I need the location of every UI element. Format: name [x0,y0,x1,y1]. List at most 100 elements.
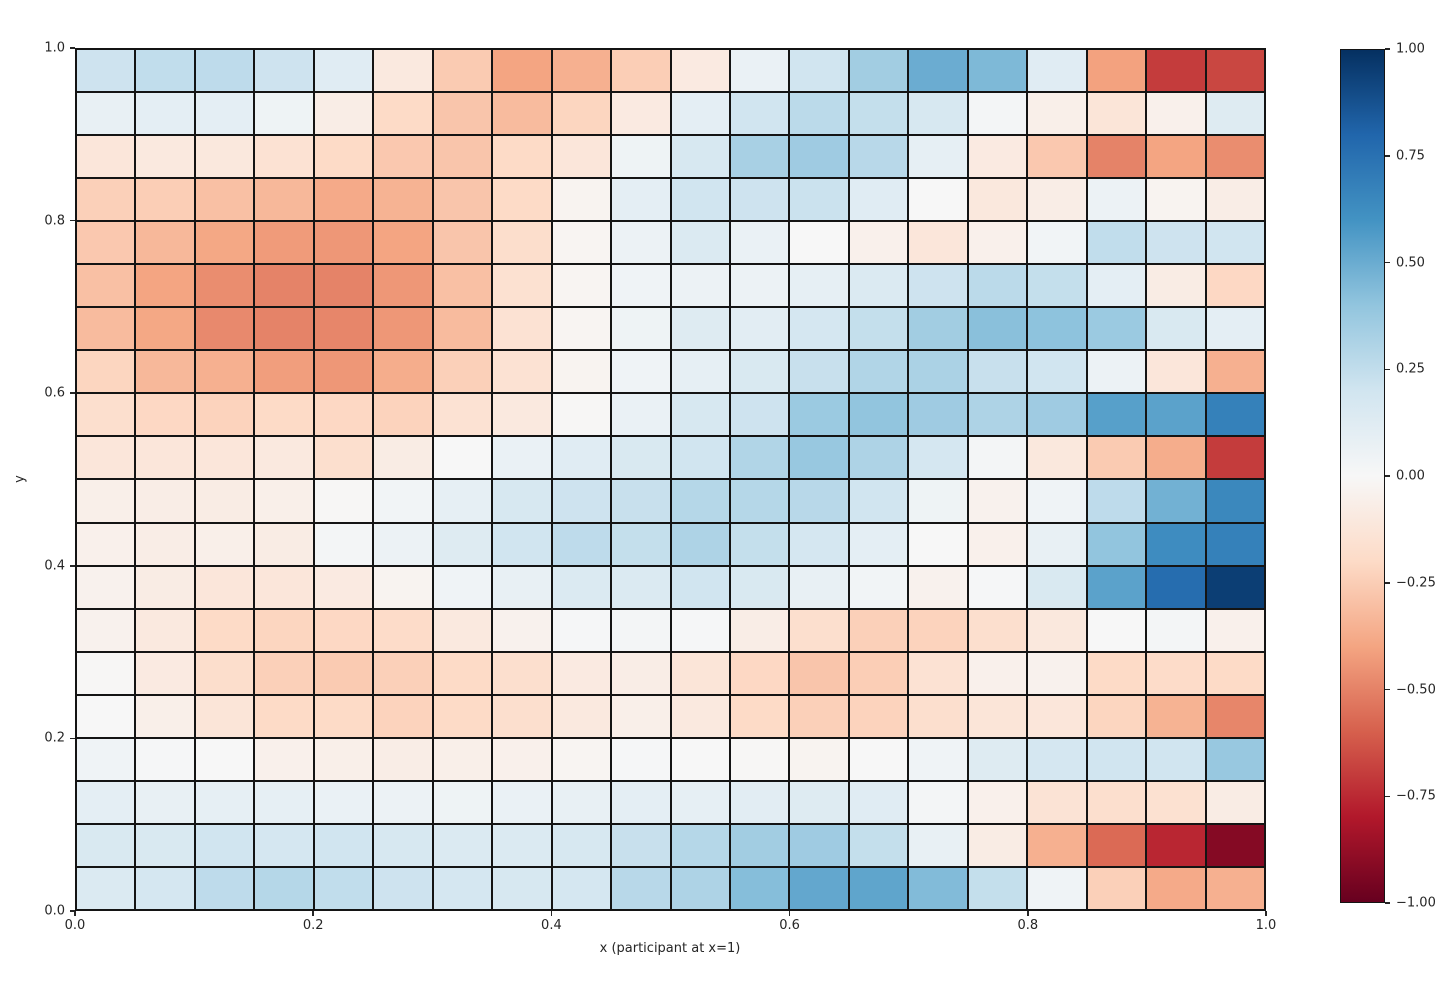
heatmap-cell [1147,609,1205,651]
heatmap-cell [1147,480,1205,522]
heatmap-cell [552,695,611,737]
heatmap-cell [1206,566,1264,608]
heatmap-cell [1147,738,1205,780]
heatmap-cell [1147,308,1205,350]
heatmap-cell [255,824,313,866]
heatmap-cell [493,566,551,608]
heatmap-cell [849,566,908,608]
heatmap-cell [1206,437,1264,479]
heatmap-cell [195,222,254,264]
x-axis-tick-label: 1.0 [1255,918,1277,933]
heatmap-cell [374,480,432,522]
heatmap-cell [1206,308,1264,350]
heatmap-cell [909,437,967,479]
heatmap-cell [909,222,967,264]
heatmap-cell [1147,50,1205,92]
heatmap-cell [1087,566,1146,608]
heatmap-cell [77,394,135,436]
heatmap-cell [730,867,789,909]
heatmap-cell [671,738,729,780]
heatmap-cell [552,394,611,436]
y-axis-tick-mark [70,910,75,912]
heatmap-cell [1028,437,1086,479]
heatmap-cell [374,566,432,608]
heatmap-cell [790,136,848,178]
heatmap-cell [909,609,967,651]
x-axis-tick-label: 0.2 [302,918,324,933]
heatmap-cell [849,867,908,909]
heatmap-cell [195,50,254,92]
heatmap-cell [612,265,670,307]
heatmap-cell [1028,265,1086,307]
heatmap-cell [612,523,670,565]
colorbar-tick-label: 0.50 [1396,255,1425,270]
heatmap-cell [433,523,492,565]
heatmap-cell [314,695,373,737]
heatmap-cell [77,351,135,393]
heatmap-cell [1087,523,1146,565]
heatmap-cell [255,179,313,221]
heatmap-cell [433,738,492,780]
heatmap-cell [195,781,254,823]
heatmap-cell [671,781,729,823]
heatmap-cell [255,609,313,651]
heatmap-cell [1147,351,1205,393]
heatmap-cell [433,781,492,823]
heatmap-cell [195,93,254,135]
heatmap-cell [433,609,492,651]
colorbar-tick-label: −0.75 [1396,788,1436,804]
heatmap-cell [968,394,1027,436]
heatmap-cell [671,93,729,135]
heatmap-cell [909,480,967,522]
colorbar-tick-label: −0.25 [1396,575,1436,591]
heatmap-cell [1206,738,1264,780]
heatmap-cell [612,394,670,436]
heatmap-cell [909,308,967,350]
colorbar-tick-label: 0.25 [1396,361,1425,377]
heatmap-cell [612,738,670,780]
heatmap-cell [1206,351,1264,393]
heatmap-cell [671,609,729,651]
heatmap-cell [493,652,551,694]
heatmap-cell [612,308,670,350]
heatmap-cell [730,695,789,737]
heatmap-cell [77,781,135,823]
heatmap-cell [909,265,967,307]
heatmap-cell [493,695,551,737]
heatmap-cell [77,50,135,92]
heatmap-cell [493,50,551,92]
heatmap-cell [136,308,194,350]
heatmap-cell [790,351,848,393]
heatmap-cell [612,222,670,264]
heatmap-cell [136,781,194,823]
heatmap-cell [374,609,432,651]
heatmap-cell [730,308,789,350]
y-axis-tick-label: 1.0 [44,40,65,56]
heatmap-cell [255,222,313,264]
heatmap-cell [433,50,492,92]
x-axis-tick-mark [1027,911,1029,916]
heatmap-cell [136,695,194,737]
heatmap-cell [314,265,373,307]
heatmap-cell [1028,179,1086,221]
heatmap-cell [671,867,729,909]
heatmap-cell [790,394,848,436]
heatmap-cell [255,566,313,608]
heatmap-cell [433,480,492,522]
heatmap-cell [493,609,551,651]
heatmap-cell [730,480,789,522]
heatmap-cell [968,265,1027,307]
heatmap-cell [849,93,908,135]
x-axis-tick-label: 0.6 [779,918,800,933]
heatmap-cell [1028,308,1086,350]
heatmap-cell [671,695,729,737]
heatmap-cell [968,136,1027,178]
heatmap-cell [1028,480,1086,522]
heatmap-cell [849,695,908,737]
heatmap-cell [1028,351,1086,393]
heatmap-cell [1087,136,1146,178]
heatmap-cell [1028,93,1086,135]
heatmap-cell [909,566,967,608]
heatmap-cell [136,351,194,393]
y-axis-tick-mark [70,219,75,222]
